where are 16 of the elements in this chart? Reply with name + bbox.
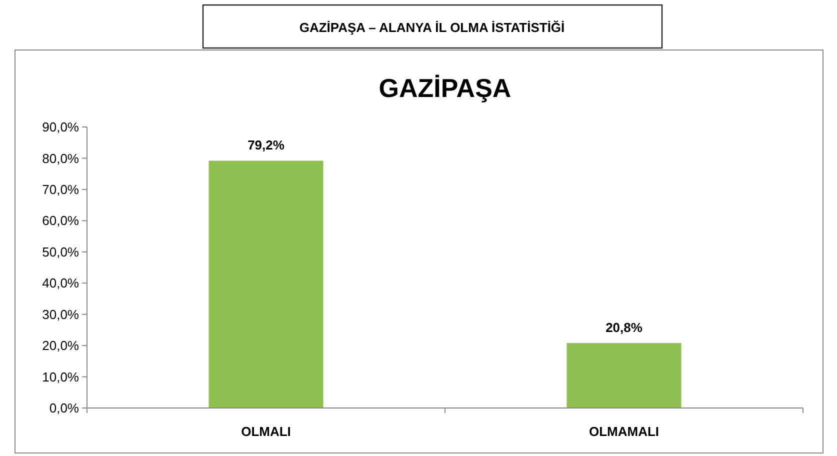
chart-subtitle: GAZİPAŞA [378,73,512,103]
x-tick-label: OLMAMALI [588,424,660,439]
y-tick-label: 30,0% [42,306,80,322]
data-label: 79,2% [248,138,285,153]
y-tick-label: 0,0% [49,400,80,416]
y-tick-label: 10,0% [42,369,80,384]
y-tick-label: 20,0% [42,338,80,354]
y-tick-label: 80,0% [42,150,80,166]
y-tick-label: 50,0% [42,244,80,260]
data-label: 20,8% [606,320,643,336]
y-tick-label: 90,0% [42,120,80,135]
y-tick-label: 40,0% [42,276,80,291]
y-tick-label: 70,0% [42,182,80,197]
y-tick-label: 60,0% [42,213,80,228]
x-tick-label: OLMALI [241,424,291,439]
chart-title: GAZİPAŞA – ALANYA İL OLMA İSTATİSTİĞİ [299,20,565,35]
